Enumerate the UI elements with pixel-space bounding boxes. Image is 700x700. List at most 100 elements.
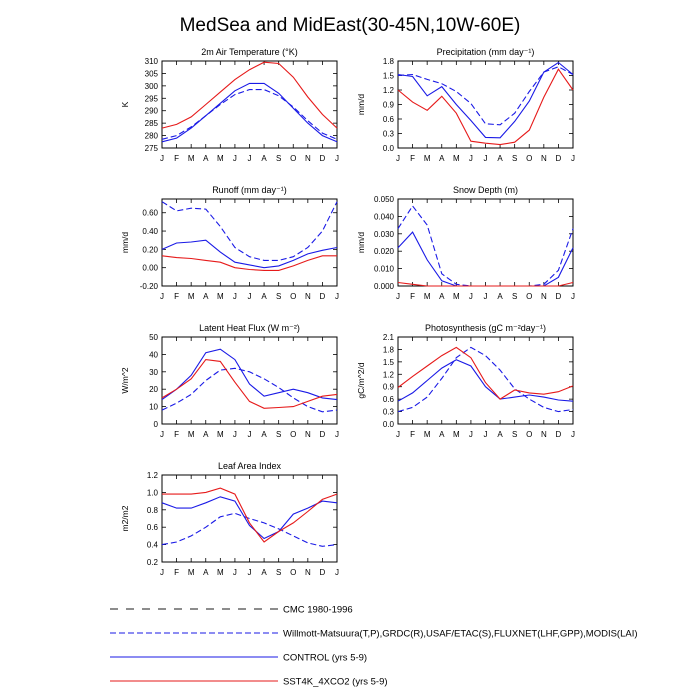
x-tick-label: M: [424, 292, 431, 301]
x-tick-label: A: [203, 292, 209, 301]
x-tick-label: M: [217, 292, 224, 301]
series-line: [397, 346, 574, 413]
y-tick-label: 0.20: [142, 245, 158, 254]
plot-frame: [397, 60, 574, 149]
x-tick-label: F: [174, 154, 179, 163]
panel-title: Leaf Area Index: [218, 461, 282, 471]
panel-title: Latent Heat Flux (W m⁻²): [199, 323, 300, 333]
x-tick-label: N: [541, 154, 547, 163]
x-tick-label: M: [424, 430, 431, 439]
y-tick-label: 290: [145, 107, 159, 116]
y-tick-label: 1.5: [383, 72, 395, 81]
y-tick-label: 280: [145, 132, 159, 141]
x-tick-label: M: [453, 154, 460, 163]
x-tick-label: N: [305, 430, 311, 439]
y-tick-label: 0.40: [142, 227, 158, 236]
y-tick-label: -0.20: [140, 282, 159, 291]
series-line: [161, 348, 338, 401]
x-tick-label: F: [174, 292, 179, 301]
x-tick-label: A: [439, 430, 445, 439]
panel-5: Latent Heat Flux (W m⁻²)J F M A M J J A S O N D J010…: [120, 323, 339, 439]
x-tick-label: J: [248, 568, 252, 577]
y-tick-label: 1.2: [383, 86, 395, 95]
y-axis-label: mm/d: [356, 94, 366, 116]
x-tick-label: J: [335, 154, 339, 163]
y-axis-label: m2/m2: [120, 505, 130, 531]
legend-item: SST4K_4XCO2 (yrs 5-9): [110, 677, 388, 688]
x-tick-label: S: [512, 430, 517, 439]
x-tick-label: J: [160, 292, 164, 301]
x-tick-label: S: [512, 292, 517, 301]
panel-3: Runoff (mm day⁻¹)J F M A M J J A S O N D J-0.200.000…: [120, 185, 339, 301]
x-tick-label: D: [556, 430, 562, 439]
y-tick-label: 0.0: [383, 144, 395, 153]
legend-label: CMC 1980-1996: [283, 605, 353, 616]
x-tick-label: A: [439, 154, 445, 163]
x-tick-label: S: [276, 430, 281, 439]
y-axis-label: gC/m^2/d: [356, 362, 366, 398]
series-line: [161, 512, 338, 547]
y-tick-label: 0.3: [383, 130, 395, 139]
y-tick-label: 0.3: [383, 408, 395, 417]
x-tick-label: J: [160, 568, 164, 577]
x-tick-label: M: [188, 154, 195, 163]
panel-title: Runoff (mm day⁻¹): [212, 185, 287, 195]
x-tick-label: J: [469, 154, 473, 163]
x-tick-label: O: [290, 568, 296, 577]
y-tick-label: 1.2: [147, 471, 159, 480]
y-tick-label: 310: [145, 57, 159, 66]
y-tick-label: 295: [145, 94, 159, 103]
y-tick-label: 0.9: [383, 101, 395, 110]
panel-2: Precipitation (mm day⁻¹)J F M A M J J A S O N D J0.0…: [356, 47, 575, 163]
x-tick-label: A: [439, 292, 445, 301]
y-tick-label: 0.00: [142, 264, 158, 273]
x-tick-label: A: [203, 154, 209, 163]
panel-6: Photosynthesis (gC m⁻²day⁻¹)J F M A M J J A S O N D…: [356, 323, 575, 439]
plot-frame: [397, 336, 574, 425]
y-tick-label: 0.020: [374, 247, 395, 256]
y-tick-label: 300: [145, 82, 159, 91]
x-tick-label: J: [248, 430, 252, 439]
y-tick-label: 2.1: [383, 333, 395, 342]
x-tick-label: N: [541, 430, 547, 439]
x-tick-label: N: [305, 292, 311, 301]
y-axis-label: W/m^2: [120, 367, 130, 393]
series-line: [161, 496, 338, 540]
series-line: [161, 82, 338, 143]
y-tick-label: 1.8: [383, 345, 395, 354]
y-tick-label: 0.8: [147, 506, 159, 515]
x-tick-label: J: [248, 292, 252, 301]
legend-label: SST4K_4XCO2 (yrs 5-9): [283, 677, 388, 688]
series-line: [161, 367, 338, 413]
x-tick-label: A: [261, 154, 267, 163]
x-tick-label: A: [261, 292, 267, 301]
x-tick-label: J: [396, 430, 400, 439]
x-tick-label: M: [188, 292, 195, 301]
x-tick-label: J: [335, 568, 339, 577]
x-tick-label: M: [188, 430, 195, 439]
panel-title: Photosynthesis (gC m⁻²day⁻¹): [425, 323, 546, 333]
x-tick-label: F: [174, 568, 179, 577]
series-line: [161, 89, 338, 140]
x-tick-label: S: [512, 154, 517, 163]
x-tick-label: N: [541, 292, 547, 301]
y-tick-label: 1.5: [383, 358, 395, 367]
series-line: [397, 359, 574, 402]
x-tick-label: M: [188, 568, 195, 577]
x-tick-label: J: [571, 154, 575, 163]
x-tick-label: A: [497, 154, 503, 163]
series-line: [161, 255, 337, 271]
x-tick-label: F: [410, 430, 415, 439]
x-tick-label: J: [396, 154, 400, 163]
x-tick-label: J: [233, 292, 237, 301]
y-tick-label: 275: [145, 144, 159, 153]
y-tick-label: 0.4: [147, 541, 159, 550]
x-tick-label: N: [305, 568, 311, 577]
x-tick-label: J: [469, 292, 473, 301]
x-tick-label: O: [290, 430, 296, 439]
y-tick-label: 0.010: [374, 265, 395, 274]
x-tick-label: J: [571, 292, 575, 301]
series-line: [161, 201, 338, 261]
series-line: [161, 61, 338, 129]
y-tick-label: 0.050: [374, 195, 395, 204]
